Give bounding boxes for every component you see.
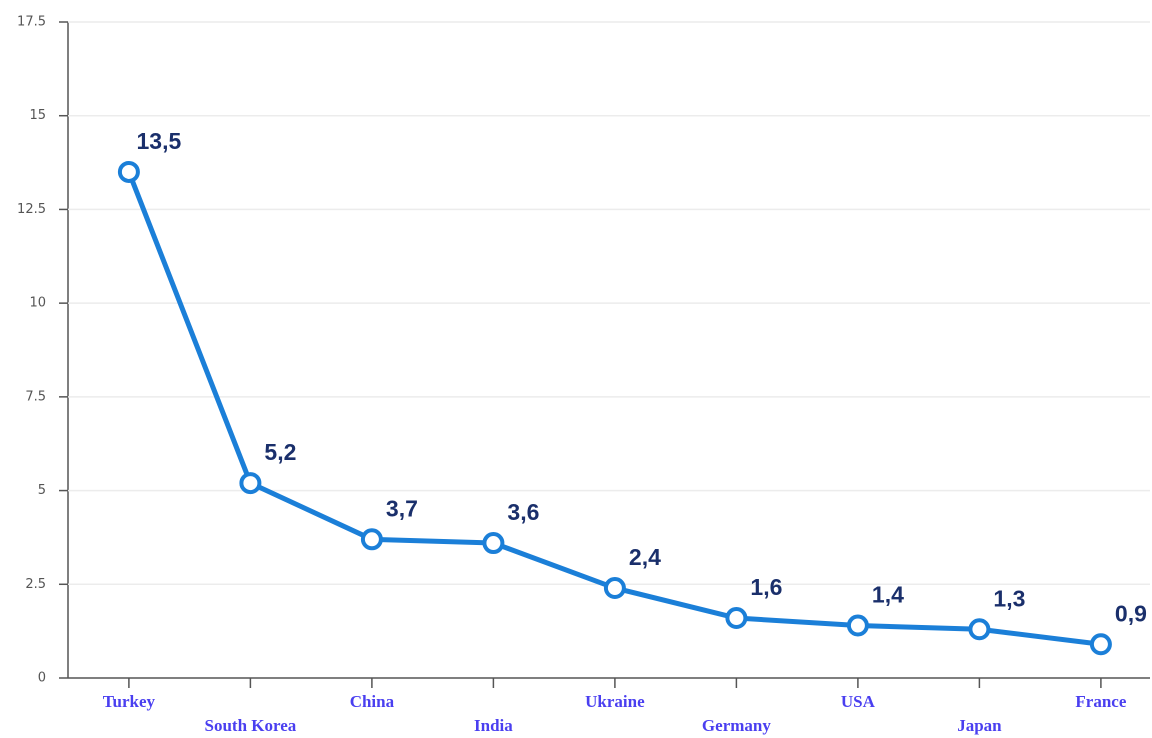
x-tick-label: Ukraine [585,692,645,711]
y-tick-label: 15 [29,108,46,123]
y-tick-label: 12.5 [17,202,46,217]
point [603,577,626,600]
point [360,528,383,551]
data-label: 3,6 [507,499,539,525]
point [846,614,869,637]
point [239,472,262,495]
x-tick-label: Japan [957,716,1002,735]
y-tick-label: 7.5 [25,389,46,404]
y-tick-label: 5 [38,483,46,498]
data-label: 1,3 [993,585,1025,611]
x-tick-label: South Korea [205,716,297,735]
y-tick-label: 0 [38,671,46,686]
x-tick-label: India [474,716,513,735]
line [126,171,1102,647]
y-tick-label: 17.5 [17,15,46,30]
y-tick-label: 2.5 [25,577,46,592]
point [482,532,505,555]
x-tick-label: USA [841,692,876,711]
point [725,607,748,630]
data-label: 5,2 [264,439,296,465]
data-label: 1,6 [750,574,782,600]
x-tick-label: Turkey [103,692,156,711]
x-tick-label: France [1075,692,1126,711]
x-tick-label: Germany [702,716,771,735]
data-label: 1,4 [872,582,904,608]
point [968,618,991,641]
x-tick-label: China [350,692,395,711]
data-label: 2,4 [629,544,661,570]
data-label: 3,7 [386,495,418,521]
y-tick-label: 10 [29,296,46,311]
data-label: 0,9 [1115,600,1147,626]
point [117,160,140,183]
data-label: 13,5 [137,128,182,154]
point [1089,633,1112,656]
